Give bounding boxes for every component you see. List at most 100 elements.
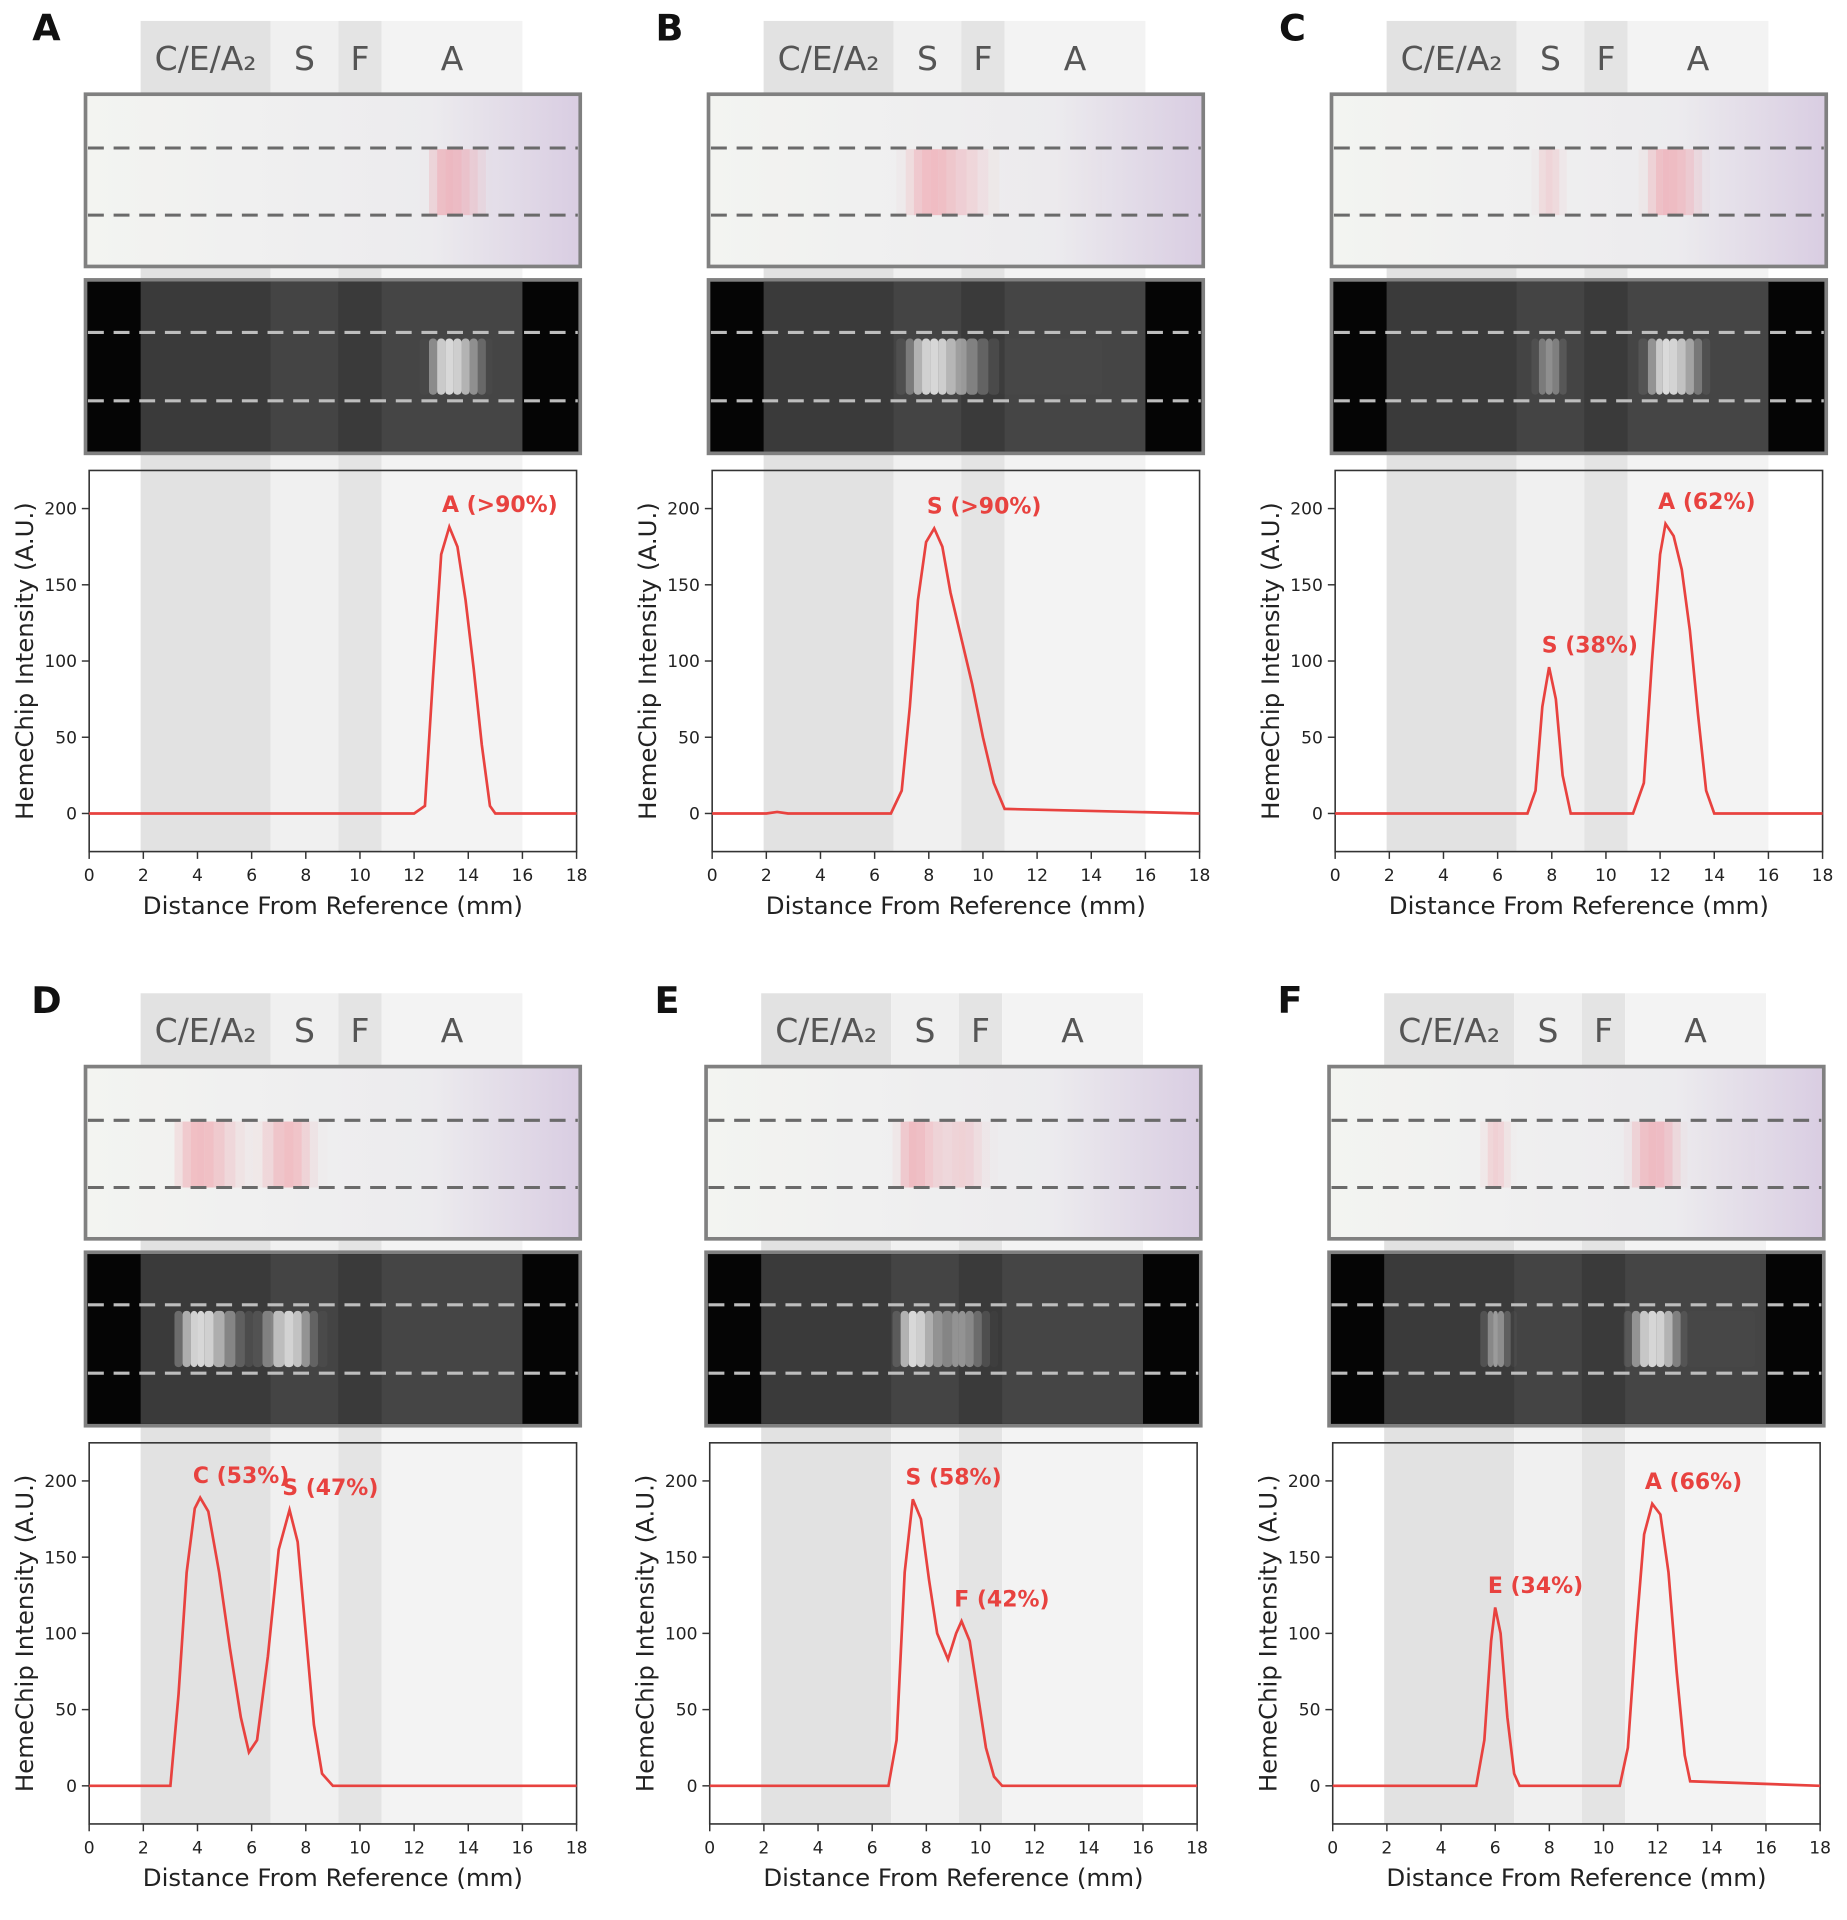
band-label: F	[1596, 39, 1615, 78]
band-label: S	[917, 39, 938, 78]
fluorescence-spot	[453, 338, 462, 395]
band-label: S	[294, 1011, 315, 1050]
fluorescence-spot	[942, 1310, 953, 1368]
band-label: A	[1064, 39, 1087, 78]
stain-spot	[1503, 1121, 1511, 1188]
band-label: A	[1684, 1011, 1707, 1050]
y-tick-label: 0	[66, 805, 77, 825]
fluorescence-spot	[486, 339, 493, 395]
band-label: C/E/A₂	[775, 1011, 877, 1050]
x-tick-label: 4	[815, 866, 826, 886]
fluorescence-spot	[293, 1310, 302, 1368]
panel-label: B	[655, 6, 683, 49]
x-tick-label: 16	[1132, 1838, 1154, 1858]
x-tick-label: 4	[1438, 866, 1449, 886]
fluorescence-band	[763, 281, 894, 452]
y-axis-label: HemeChip Intensity (A.U.)	[1254, 1475, 1283, 1793]
x-tick-label: 4	[192, 1838, 203, 1858]
fluorescence-spot	[1687, 1311, 1755, 1367]
x-tick-label: 10	[349, 866, 371, 886]
stain-spot	[905, 149, 914, 216]
x-tick-label: 12	[403, 866, 425, 886]
fluorescence-spot	[924, 1310, 934, 1368]
fluorescence-spot	[182, 1310, 191, 1368]
photo-strip	[83, 1064, 583, 1241]
y-tick-label: 200	[44, 500, 77, 520]
fluorescence-spot	[1669, 338, 1678, 395]
y-tick-label: 50	[55, 1701, 77, 1721]
x-tick-label: 4	[192, 866, 203, 886]
x-tick-label: 8	[1546, 866, 1557, 886]
fluorescence-spot	[1623, 1310, 1632, 1368]
stain-spot	[1538, 149, 1546, 216]
fluorescence-spot	[1672, 1310, 1681, 1368]
x-tick-label: 12	[1024, 1838, 1046, 1858]
stain-spot	[204, 1121, 214, 1188]
band-label: S	[915, 1011, 936, 1050]
y-axis-label: HemeChip Intensity (A.U.)	[1256, 502, 1285, 820]
fluorescence-band	[1384, 1254, 1515, 1424]
y-tick-label: 150	[667, 576, 700, 596]
x-tick-label: 10	[1595, 866, 1617, 886]
fluorescence-spot	[309, 1310, 318, 1368]
y-tick-label: 50	[676, 1701, 698, 1721]
stain-spot	[461, 149, 470, 216]
stain-spot	[486, 149, 493, 215]
fluorescence-spot	[1552, 338, 1560, 395]
y-tick-label: 150	[1290, 576, 1323, 596]
stain-spot	[908, 1121, 917, 1188]
y-axis-label: HemeChip Intensity (A.U.)	[633, 502, 662, 820]
fluorescence-spot	[892, 1310, 901, 1368]
fluorescence-spot	[955, 338, 967, 395]
photo-strip	[83, 92, 583, 269]
band-label: A	[1687, 39, 1710, 78]
x-tick-label: 2	[761, 866, 772, 886]
stain-spot	[958, 1121, 966, 1188]
x-tick-label: 14	[457, 1838, 479, 1858]
x-tick-label: 0	[1330, 866, 1341, 886]
fluorescence-spot	[1656, 338, 1663, 395]
fluorescence-spot	[933, 1310, 943, 1368]
y-tick-label: 50	[678, 728, 700, 748]
x-tick-label: 6	[246, 866, 257, 886]
stain-spot	[913, 149, 923, 216]
x-tick-label: 2	[138, 866, 149, 886]
x-tick-label: 12	[1649, 866, 1671, 886]
stain-spot	[1687, 1122, 1755, 1188]
fluorescence-band	[1002, 1254, 1143, 1424]
peak-annotation: S (47%)	[282, 1476, 378, 1501]
intensity-line	[1335, 520, 1823, 815]
fluorescence-spot	[477, 338, 486, 395]
x-tick-label: 2	[1381, 1838, 1392, 1858]
fluorescence-spot	[966, 338, 978, 395]
panel-label: F	[1277, 979, 1302, 1022]
fluorescence-spot	[213, 1310, 225, 1368]
intensity-line	[89, 522, 577, 815]
y-tick-label: 150	[665, 1548, 698, 1568]
y-tick-label: 150	[44, 576, 77, 596]
fluorescence-spot	[1648, 1310, 1657, 1368]
x-tick-label: 2	[1384, 866, 1395, 886]
fluorescence-band	[140, 281, 271, 452]
stain-spot	[1647, 149, 1657, 216]
stain-spot	[445, 149, 454, 216]
stain-spot	[190, 1121, 198, 1188]
fluorescence-spot	[977, 338, 989, 395]
fluorescence-spot	[1497, 1310, 1504, 1368]
band-label: A	[1061, 1011, 1084, 1050]
stain-spot	[1656, 1121, 1665, 1188]
stain-spot	[990, 1122, 998, 1188]
fluorescence-spot	[1631, 1310, 1641, 1368]
fluorescence-spot	[1664, 1310, 1673, 1368]
x-tick-label: 16	[1755, 1838, 1777, 1858]
stain-spot	[965, 1121, 974, 1188]
x-tick-label: 16	[1758, 866, 1780, 886]
stain-spot	[1511, 1122, 1517, 1188]
x-tick-label: 8	[300, 1838, 311, 1858]
stain-spot	[772, 149, 783, 215]
photo-strip	[706, 92, 1206, 269]
fluorescence-lane	[761, 1254, 1143, 1424]
stain-spot	[1662, 149, 1670, 216]
